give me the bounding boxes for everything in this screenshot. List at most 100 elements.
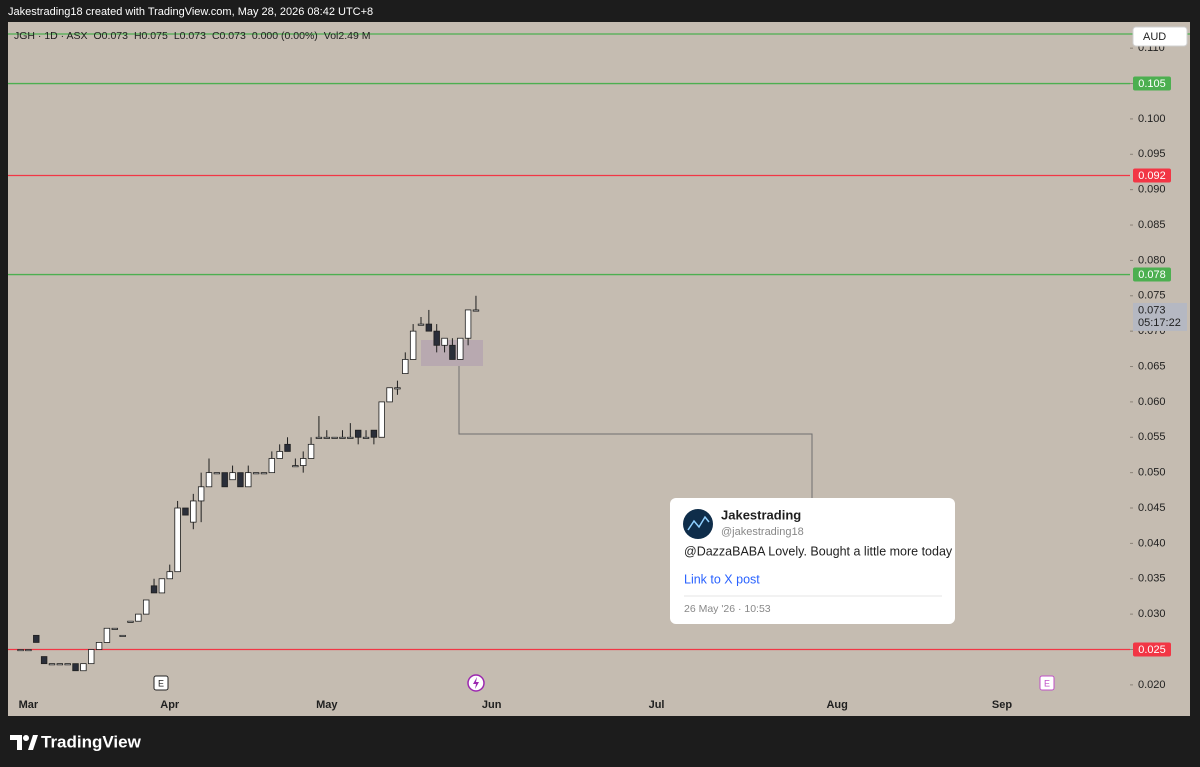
legend-item: H0.075 — [134, 30, 168, 42]
footer-brand: TradingView — [41, 732, 142, 751]
candle-body — [72, 663, 79, 672]
y-tick-label: 0.020 — [1138, 679, 1166, 691]
header-text: Jakestrading18 created with TradingView.… — [8, 6, 373, 18]
legend-item: JGH · 1D · ASX — [14, 30, 88, 42]
candle-body — [166, 571, 173, 580]
candle-body — [48, 663, 56, 666]
y-tick-label: 0.055 — [1138, 431, 1166, 443]
candle-body — [300, 458, 307, 466]
level-label: 0.025 — [1138, 644, 1166, 656]
y-tick-label: 0.030 — [1138, 608, 1166, 620]
last-price-box — [1133, 302, 1187, 331]
candle-body — [347, 436, 354, 439]
card-background — [670, 498, 955, 624]
x-tick-label: Jun — [482, 699, 502, 711]
y-tick-label: 0.090 — [1138, 184, 1166, 196]
level-label: 0.078 — [1138, 269, 1166, 281]
candle-body — [103, 627, 111, 643]
post-text: @DazzaBABA Lovely. Bought a little more … — [684, 544, 953, 558]
candle-body — [80, 663, 87, 672]
currency-label: AUD — [1143, 31, 1166, 43]
candle-body — [205, 472, 213, 488]
candle-body — [56, 663, 64, 666]
candle-body — [127, 620, 134, 623]
axis-layer: 0.020 0.025 0.030 0.035 0.040 0.045 0.050 0.055… — [19, 26, 1188, 711]
x-tick-label: Aug — [826, 699, 847, 711]
candle-body — [260, 472, 268, 475]
legend: JGH · 1D · ASX O0.073 H0.075 L0.073 C0.073 0.… — [14, 30, 370, 42]
candle-body — [197, 486, 205, 502]
candle-body — [268, 458, 276, 474]
legend-item: L0.073 — [174, 30, 206, 42]
y-tick-label: 0.085 — [1138, 219, 1166, 231]
candle-body — [135, 613, 142, 622]
candle-body — [354, 429, 362, 438]
chart-layer — [8, 33, 1190, 651]
x-tick-label: Mar — [19, 699, 39, 711]
candle-body — [323, 436, 330, 439]
x-tick-label: Sep — [992, 699, 1012, 711]
candle-body — [315, 436, 323, 439]
avatar-mark — [687, 515, 710, 531]
candle-body — [229, 472, 236, 481]
candle-body — [307, 443, 315, 459]
post-author: Jakestrading — [721, 507, 801, 522]
candle-body — [88, 649, 95, 665]
future-earnings-icon: E — [1039, 675, 1055, 691]
candle-body — [464, 309, 472, 339]
level-label-box — [1133, 76, 1171, 91]
y-tick-label: 0.035 — [1138, 573, 1166, 585]
x-tick-label: Jul — [649, 699, 665, 711]
candle-body — [394, 387, 401, 390]
candle-body — [150, 585, 158, 594]
candle-body — [40, 656, 48, 665]
footer-logo: TradingView — [10, 732, 142, 751]
y-tick-label: 0.050 — [1138, 467, 1166, 479]
x-tick-label: Apr — [160, 699, 180, 711]
candle-body — [142, 599, 150, 615]
candle-body — [378, 401, 385, 438]
level-label-box — [1133, 267, 1171, 282]
connector — [458, 366, 813, 498]
legend-item: 0.000 (0.00%) — [252, 30, 318, 42]
post-date: 26 May '26 · 10:53 — [684, 603, 771, 615]
candle-body — [17, 649, 24, 652]
currency-button[interactable] — [1132, 26, 1188, 47]
candle-body — [119, 634, 126, 637]
legend-item: Vol2.49 M — [324, 30, 371, 42]
candle-body — [276, 451, 283, 459]
level-label: 0.105 — [1138, 78, 1166, 90]
countdown: 05:17:22 — [1138, 317, 1181, 329]
candle-body — [386, 387, 393, 403]
y-tick-label: 0.095 — [1138, 148, 1166, 160]
candle-body — [213, 472, 221, 475]
last-price: 0.073 — [1138, 304, 1166, 316]
candle-body — [417, 323, 425, 326]
chart-background — [8, 22, 1190, 716]
candle-body — [182, 507, 189, 516]
candle-body — [292, 465, 299, 468]
level-label-box — [1133, 168, 1171, 183]
candle-body — [441, 337, 448, 346]
y-tick-label: 0.045 — [1138, 502, 1166, 514]
candle-body — [284, 443, 291, 452]
y-tick-label: 0.040 — [1138, 537, 1166, 549]
candle-body — [237, 472, 244, 488]
candle-body — [95, 642, 103, 650]
candle-body — [111, 627, 118, 630]
x-tick-label: May — [316, 699, 338, 711]
candles-layer — [17, 295, 480, 672]
candle-body — [362, 436, 370, 439]
post-card: Jakestrading @jakestrading18 @DazzaBABA … — [670, 498, 955, 624]
svg-text:E: E — [1044, 678, 1050, 688]
post-link[interactable]: Link to X post — [684, 572, 760, 586]
y-tick-label: 0.065 — [1138, 360, 1166, 372]
y-tick-label: 0.075 — [1138, 290, 1166, 302]
candle-body — [245, 472, 252, 488]
candle-body — [25, 649, 32, 652]
post-handle: @jakestrading18 — [721, 526, 804, 538]
y-tick-label: 0.080 — [1138, 254, 1166, 266]
level-label-box — [1133, 642, 1171, 657]
svg-text:E: E — [158, 678, 164, 688]
